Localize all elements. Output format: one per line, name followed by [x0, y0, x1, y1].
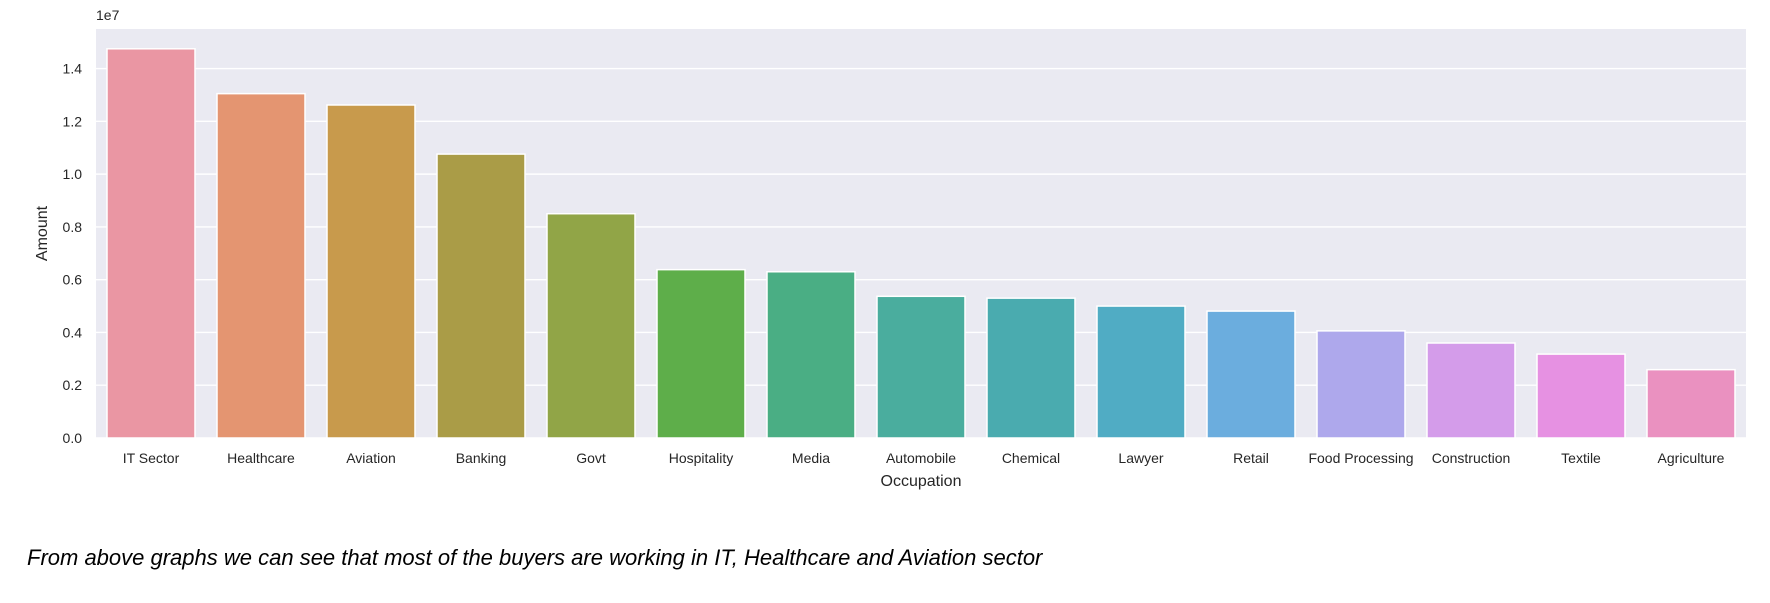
- x-tick-label: IT Sector: [123, 450, 180, 466]
- x-tick-label: Media: [792, 450, 830, 466]
- bar: [546, 212, 636, 439]
- x-tick-label: Lawyer: [1118, 450, 1163, 466]
- x-tick-label: Retail: [1233, 450, 1269, 466]
- y-tick-labels: 0.0 0.2 0.4 0.6 0.8 1.0 1.2 1.4: [63, 61, 83, 446]
- bar: [326, 104, 416, 439]
- x-axis-label: Occupation: [881, 473, 962, 490]
- bar: [1206, 310, 1296, 439]
- y-tick-label: 1.0: [63, 166, 83, 182]
- x-tick-label: Aviation: [346, 450, 396, 466]
- bar: [656, 268, 746, 439]
- x-tick-label: Agriculture: [1658, 450, 1725, 466]
- x-tick-label: Chemical: [1002, 450, 1060, 466]
- bar: [106, 48, 196, 439]
- analysis-note: From above graphs we can see that most o…: [27, 545, 1043, 570]
- bar: [1646, 368, 1736, 439]
- y-tick-label: 0.4: [63, 324, 83, 340]
- bars: [106, 48, 1736, 439]
- y-tick-label: 1.4: [63, 61, 83, 77]
- y-tick-label: 0.2: [63, 377, 83, 393]
- bar: [436, 153, 526, 439]
- bar: [1536, 353, 1626, 439]
- bar: [1316, 330, 1406, 439]
- x-tick-label: Healthcare: [227, 450, 295, 466]
- x-tick-label: Banking: [456, 450, 507, 466]
- y-offset-text: 1e7: [96, 7, 120, 23]
- y-tick-label: 0.6: [63, 272, 83, 288]
- y-tick-label: 1.2: [63, 113, 83, 129]
- bar: [876, 295, 966, 439]
- x-tick-label: Food Processing: [1308, 450, 1413, 466]
- x-tick-labels: IT Sector Healthcare Aviation Banking Govt Ho…: [123, 450, 1725, 466]
- bar: [1426, 342, 1516, 439]
- bar: [766, 271, 856, 439]
- bar: [986, 297, 1076, 439]
- x-tick-label: Govt: [576, 450, 606, 466]
- y-tick-label: 0.8: [63, 219, 83, 235]
- x-tick-label: Hospitality: [669, 450, 734, 466]
- x-tick-label: Automobile: [886, 450, 956, 466]
- bar: [216, 92, 306, 439]
- y-axis-label: Amount: [34, 205, 51, 261]
- y-tick-label: 0.0: [63, 430, 83, 446]
- bar: [1096, 305, 1186, 439]
- x-tick-label: Construction: [1432, 450, 1511, 466]
- occupation-amount-bar-chart: 0.0 0.2 0.4 0.6 0.8 1.0 1.2 1.4 IT Sector Health…: [34, 7, 1746, 490]
- x-tick-label: Textile: [1561, 450, 1601, 466]
